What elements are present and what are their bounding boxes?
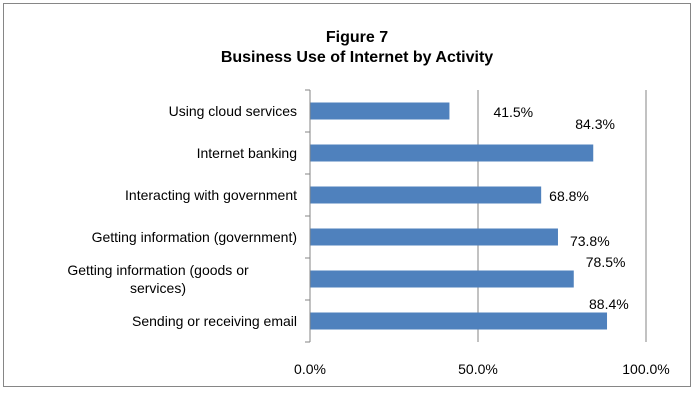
category-label: Interacting with government bbox=[125, 187, 297, 203]
bar bbox=[310, 312, 608, 330]
bar bbox=[310, 270, 574, 288]
data-label: 88.4% bbox=[589, 296, 629, 312]
bars bbox=[310, 102, 608, 330]
data-label: 78.5% bbox=[586, 254, 626, 270]
chart-title: Figure 7 bbox=[326, 29, 388, 46]
category-label: Getting information (goods or bbox=[67, 262, 249, 278]
data-label: 73.8% bbox=[570, 233, 610, 249]
axes bbox=[305, 89, 311, 343]
category-labels: Using cloud services Internet banking Inte… bbox=[67, 103, 297, 329]
chart-subtitle: Business Use of Internet by Activity bbox=[221, 49, 493, 66]
data-label: 68.8% bbox=[549, 188, 589, 204]
bar bbox=[310, 186, 542, 204]
bar bbox=[310, 144, 594, 162]
category-label: Internet banking bbox=[197, 145, 297, 161]
data-label: 41.5% bbox=[493, 104, 533, 120]
gridlines bbox=[477, 90, 647, 342]
x-tick-label: 0.0% bbox=[294, 361, 326, 377]
data-labels: 41.5% 84.3% 68.8% 73.8% 78.5% 88.4% bbox=[493, 104, 628, 312]
category-label: Using cloud services bbox=[169, 103, 297, 119]
x-tick-label: 50.0% bbox=[458, 361, 498, 377]
bar bbox=[310, 228, 558, 246]
x-tick-labels: 0.0% 50.0% 100.0% bbox=[294, 361, 670, 377]
bar bbox=[310, 102, 450, 120]
data-label: 84.3% bbox=[575, 116, 615, 132]
category-label: Sending or receiving email bbox=[132, 313, 297, 329]
category-label: Getting information (government) bbox=[92, 229, 297, 245]
x-tick-label: 100.0% bbox=[622, 361, 669, 377]
category-label: services) bbox=[130, 280, 186, 296]
